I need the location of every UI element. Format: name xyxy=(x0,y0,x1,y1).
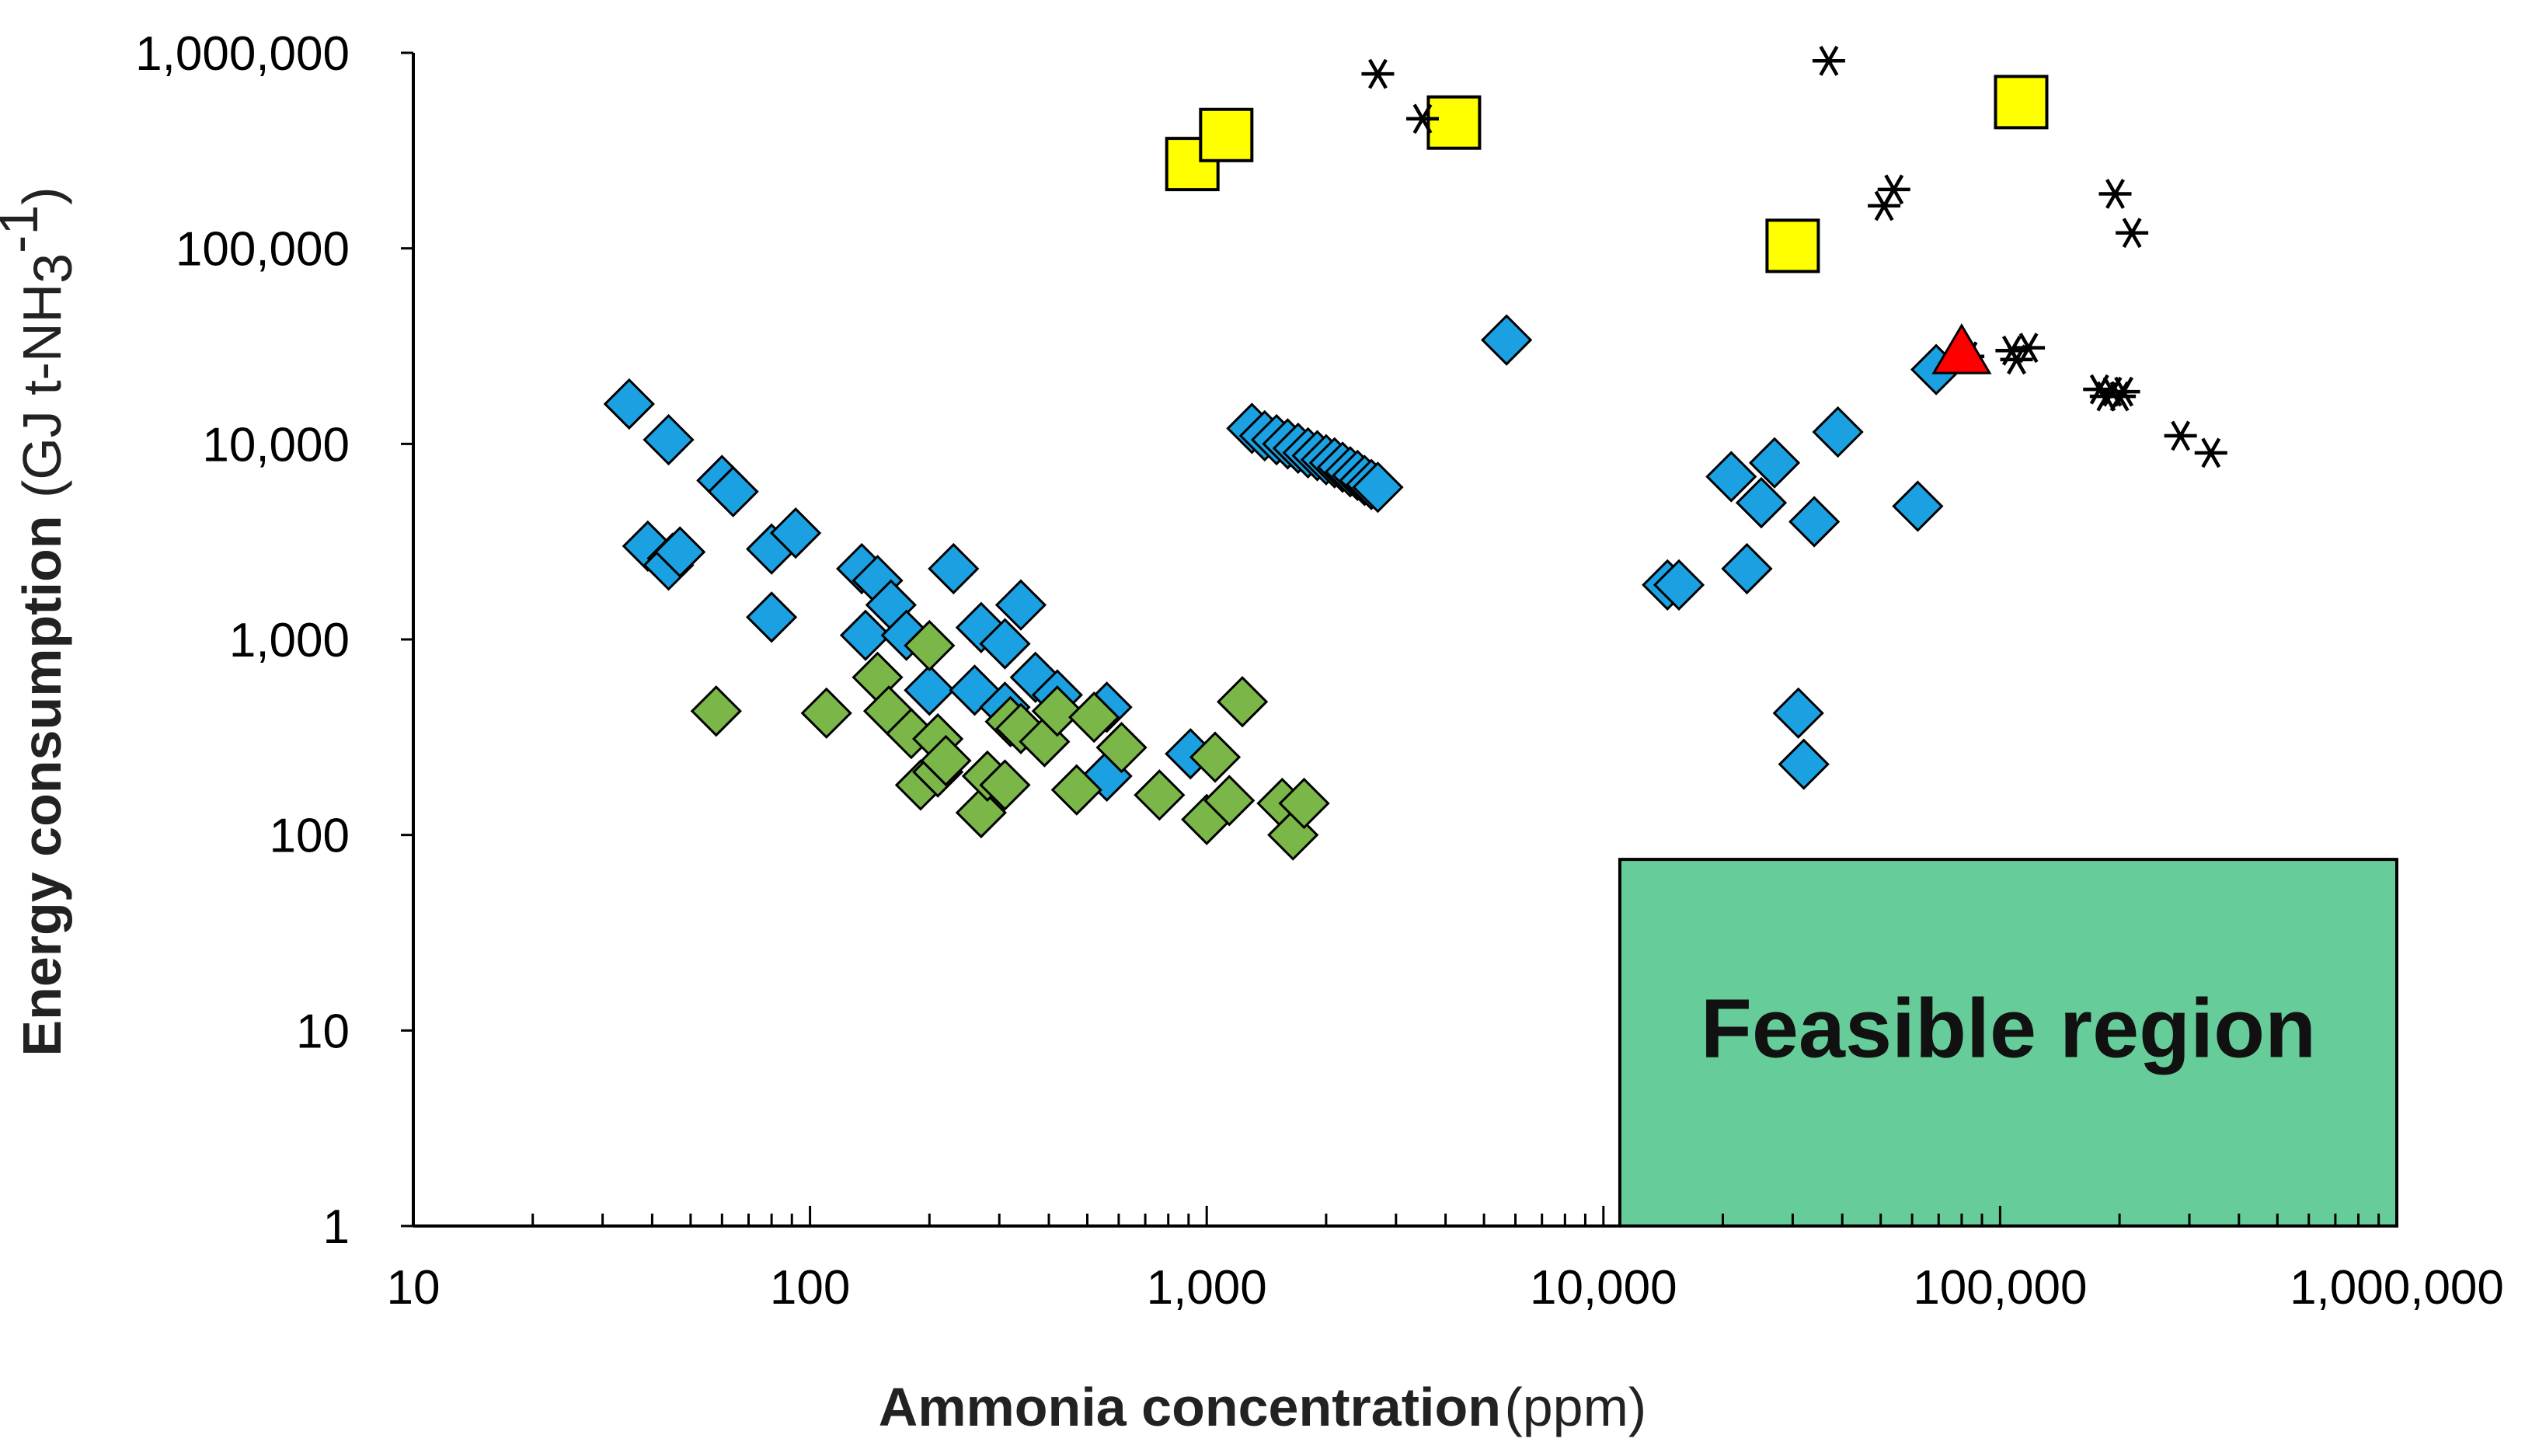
point-diamond xyxy=(1050,764,1102,816)
point-diamond xyxy=(769,507,822,559)
point-asterisk xyxy=(2012,333,2046,364)
point-diamond xyxy=(1352,462,1404,514)
y-tick-label: 1,000,000 xyxy=(135,27,350,81)
point-asterisk xyxy=(1877,174,1910,205)
x-tick-label: 1,000 xyxy=(1147,1261,1267,1315)
point-diamond xyxy=(1892,480,1944,532)
point-diamond xyxy=(904,664,956,716)
point-diamond xyxy=(928,542,980,595)
point-diamond xyxy=(920,734,972,787)
point-asterisk xyxy=(1361,58,1395,89)
point-diamond xyxy=(1068,691,1120,744)
point-diamond xyxy=(1189,731,1242,783)
x-axis-title: Ammonia concentration (ppm) xyxy=(879,1377,1646,1437)
point-diamond xyxy=(1735,476,1788,529)
point-diamond xyxy=(1216,676,1269,728)
point-diamond xyxy=(1203,775,1256,827)
point-diamond xyxy=(1788,496,1841,548)
point-square xyxy=(1765,218,1820,273)
point-diamond xyxy=(1778,738,1830,790)
point-diamond xyxy=(1031,685,1083,737)
point-diamond xyxy=(955,786,1007,839)
x-tick-label: 100,000 xyxy=(1913,1261,2087,1315)
y-axis-title-close: ) xyxy=(12,186,72,204)
point-diamond xyxy=(690,685,742,737)
point-diamond xyxy=(745,591,798,643)
y-tick-label: 100 xyxy=(270,810,350,863)
point-diamond xyxy=(1278,777,1330,830)
point-diamond xyxy=(979,618,1031,670)
blue-diamonds-series xyxy=(603,314,1963,803)
red-triangle-series xyxy=(1931,323,1992,374)
y-tick-label: 1 xyxy=(323,1200,350,1254)
x-axis-ticks xyxy=(412,1206,2398,1226)
green-diamonds-series xyxy=(690,619,1330,861)
y-tick-label: 10 xyxy=(296,1005,350,1058)
y-axis-title-sup: -1 xyxy=(0,205,49,253)
x-tick-label: 10 xyxy=(387,1261,441,1315)
point-diamond xyxy=(654,526,706,578)
point-asterisk xyxy=(2194,437,2227,468)
y-tick-label: 1,000 xyxy=(229,614,350,667)
data-markers xyxy=(603,45,2227,861)
y-axis-title-sub: 3 xyxy=(23,253,83,284)
feasible-region-box xyxy=(1618,858,2398,1228)
point-diamond xyxy=(1095,722,1148,774)
point-diamond xyxy=(1481,314,1533,366)
point-diamond xyxy=(1748,437,1801,489)
feasible-region-label: Feasible region xyxy=(1701,981,2316,1075)
point-diamond xyxy=(1134,769,1186,821)
point-diamond xyxy=(1772,687,1824,739)
point-diamond xyxy=(1721,542,1773,595)
y-axis-ticks xyxy=(401,51,413,1228)
point-asterisk xyxy=(2098,179,2132,209)
point-diamond xyxy=(643,413,695,466)
y-axis-title-main: Energy consumption xyxy=(12,515,72,1056)
y-axis-title: Energy consumption (GJ t-NH3-1) xyxy=(0,186,83,1056)
point-asterisk xyxy=(2000,344,2033,375)
point-asterisk xyxy=(2116,218,2149,249)
y-tick-label: 100,000 xyxy=(176,223,350,277)
point-diamond xyxy=(800,687,852,739)
point-asterisk xyxy=(1406,103,1439,134)
point-square xyxy=(1426,95,1482,150)
point-triangle xyxy=(1931,323,1992,374)
x-axis-title-unit: (ppm) xyxy=(1504,1377,1646,1437)
point-diamond xyxy=(1653,559,1705,611)
y-axis-title-unit: (GJ t-NH xyxy=(12,284,72,498)
point-asterisk xyxy=(1812,45,1845,76)
point-square xyxy=(1994,75,2049,130)
point-square xyxy=(1199,107,1254,162)
point-diamond xyxy=(1705,451,1757,503)
x-axis-tick-labels: 10 100 1,000 10,000 100,000 1,000,000 xyxy=(387,1261,2504,1315)
x-tick-label: 100 xyxy=(770,1261,850,1315)
point-asterisk xyxy=(1868,190,1901,221)
yellow-squares-series xyxy=(1165,75,2049,273)
point-diamond xyxy=(1812,406,1864,458)
point-diamond xyxy=(603,378,655,430)
point-diamond xyxy=(839,609,892,661)
point-diamond xyxy=(994,579,1047,631)
x-axis-title-main: Ammonia concentration xyxy=(879,1377,1501,1437)
x-tick-label: 1,000,000 xyxy=(2290,1261,2504,1315)
point-asterisk xyxy=(2107,376,2140,407)
y-tick-label: 10,000 xyxy=(202,418,350,472)
point-diamond xyxy=(707,465,759,517)
point-diamond xyxy=(979,759,1031,811)
point-diamond xyxy=(904,619,956,672)
point-asterisk xyxy=(2164,420,2197,451)
y-axis-tick-labels: 1 10 100 1,000 10,000 100,000 1,000,000 xyxy=(135,27,350,1254)
x-tick-label: 10,000 xyxy=(1530,1261,1677,1315)
